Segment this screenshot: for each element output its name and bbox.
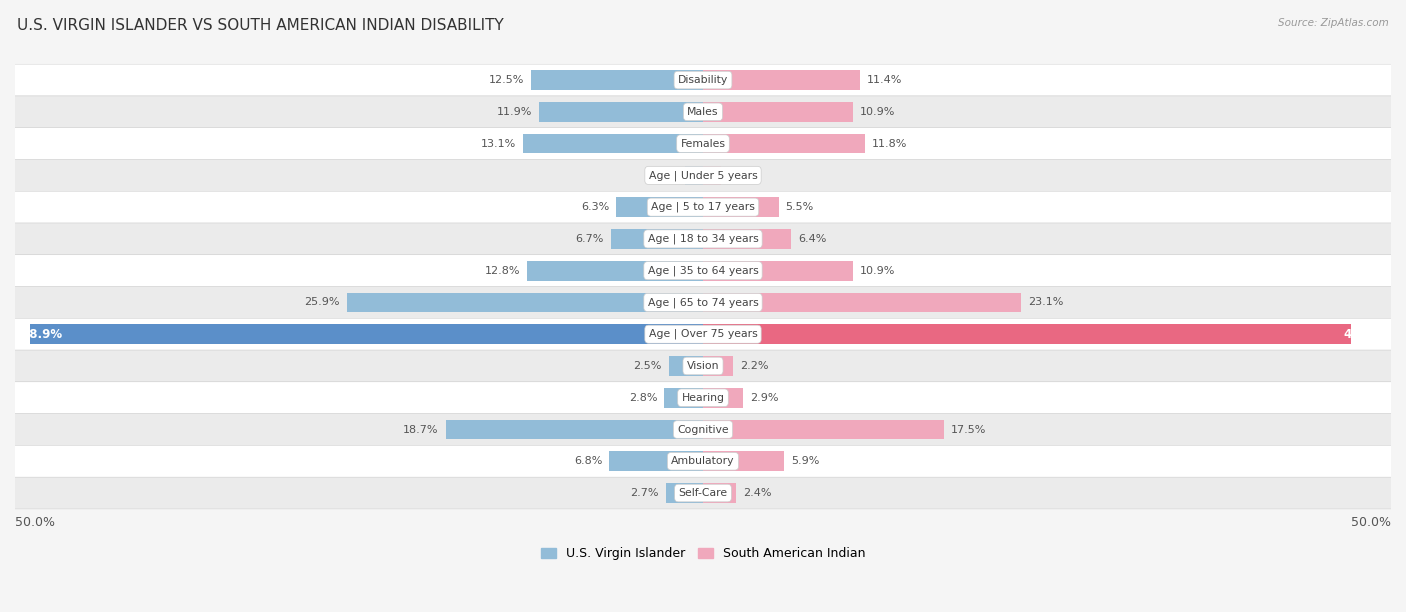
Text: 6.7%: 6.7% xyxy=(575,234,605,244)
Text: Females: Females xyxy=(681,138,725,149)
Text: 18.7%: 18.7% xyxy=(404,425,439,435)
Text: 6.3%: 6.3% xyxy=(581,202,609,212)
Text: 11.9%: 11.9% xyxy=(496,107,533,117)
Bar xyxy=(703,452,785,471)
Bar xyxy=(703,388,742,408)
Legend: U.S. Virgin Islander, South American Indian: U.S. Virgin Islander, South American Ind… xyxy=(536,542,870,565)
Text: U.S. VIRGIN ISLANDER VS SOUTH AMERICAN INDIAN DISABILITY: U.S. VIRGIN ISLANDER VS SOUTH AMERICAN I… xyxy=(17,18,503,34)
FancyBboxPatch shape xyxy=(14,255,1392,286)
Text: 12.5%: 12.5% xyxy=(489,75,524,85)
Text: 12.8%: 12.8% xyxy=(485,266,520,275)
Text: 2.5%: 2.5% xyxy=(633,361,662,371)
Bar xyxy=(703,420,943,439)
FancyBboxPatch shape xyxy=(14,318,1392,350)
Text: Age | 35 to 64 years: Age | 35 to 64 years xyxy=(648,266,758,276)
Text: Disability: Disability xyxy=(678,75,728,85)
Bar xyxy=(30,324,703,344)
Text: 10.9%: 10.9% xyxy=(860,107,896,117)
FancyBboxPatch shape xyxy=(14,477,1392,509)
Bar xyxy=(665,388,703,408)
Text: 47.1%: 47.1% xyxy=(1343,327,1384,341)
Text: 11.8%: 11.8% xyxy=(872,138,908,149)
Text: Source: ZipAtlas.com: Source: ZipAtlas.com xyxy=(1278,18,1389,28)
Text: 1.3%: 1.3% xyxy=(728,170,756,181)
Bar xyxy=(669,356,703,376)
Text: Cognitive: Cognitive xyxy=(678,425,728,435)
Bar xyxy=(347,293,703,312)
Bar xyxy=(703,356,734,376)
Text: Age | 65 to 74 years: Age | 65 to 74 years xyxy=(648,297,758,308)
Text: 2.8%: 2.8% xyxy=(628,393,658,403)
FancyBboxPatch shape xyxy=(14,128,1392,160)
FancyBboxPatch shape xyxy=(14,64,1392,96)
Text: Age | Over 75 years: Age | Over 75 years xyxy=(648,329,758,340)
Bar xyxy=(610,229,703,248)
Bar xyxy=(703,324,1351,344)
FancyBboxPatch shape xyxy=(14,446,1392,477)
Text: 25.9%: 25.9% xyxy=(304,297,340,307)
Text: Ambulatory: Ambulatory xyxy=(671,457,735,466)
Text: 50.0%: 50.0% xyxy=(1351,516,1391,529)
Bar xyxy=(685,165,703,185)
Text: Age | 5 to 17 years: Age | 5 to 17 years xyxy=(651,202,755,212)
Text: 2.9%: 2.9% xyxy=(749,393,779,403)
Text: 2.4%: 2.4% xyxy=(742,488,772,498)
Bar xyxy=(703,261,853,280)
Text: 5.5%: 5.5% xyxy=(786,202,814,212)
Bar xyxy=(703,102,853,122)
Text: 6.8%: 6.8% xyxy=(574,457,603,466)
Text: 50.0%: 50.0% xyxy=(15,516,55,529)
Bar xyxy=(609,452,703,471)
Text: 1.3%: 1.3% xyxy=(650,170,678,181)
Text: Self-Care: Self-Care xyxy=(679,488,727,498)
Text: 2.2%: 2.2% xyxy=(740,361,769,371)
Text: Vision: Vision xyxy=(686,361,720,371)
FancyBboxPatch shape xyxy=(14,192,1392,223)
Text: 13.1%: 13.1% xyxy=(481,138,516,149)
Text: Males: Males xyxy=(688,107,718,117)
Text: 23.1%: 23.1% xyxy=(1028,297,1063,307)
Bar xyxy=(703,483,735,503)
Bar xyxy=(666,483,703,503)
Bar xyxy=(703,165,721,185)
Text: Age | 18 to 34 years: Age | 18 to 34 years xyxy=(648,234,758,244)
Bar xyxy=(703,134,865,154)
Text: 10.9%: 10.9% xyxy=(860,266,896,275)
FancyBboxPatch shape xyxy=(14,286,1392,318)
Text: Hearing: Hearing xyxy=(682,393,724,403)
Text: 6.4%: 6.4% xyxy=(799,234,827,244)
Text: 17.5%: 17.5% xyxy=(950,425,986,435)
Bar xyxy=(703,197,779,217)
Bar xyxy=(527,261,703,280)
Bar xyxy=(703,229,792,248)
Bar xyxy=(703,70,860,90)
Bar xyxy=(703,293,1021,312)
Text: 2.7%: 2.7% xyxy=(630,488,659,498)
Text: 5.9%: 5.9% xyxy=(792,457,820,466)
FancyBboxPatch shape xyxy=(14,350,1392,382)
FancyBboxPatch shape xyxy=(14,382,1392,414)
Bar xyxy=(523,134,703,154)
FancyBboxPatch shape xyxy=(14,414,1392,446)
Bar xyxy=(540,102,703,122)
FancyBboxPatch shape xyxy=(14,223,1392,255)
Text: Age | Under 5 years: Age | Under 5 years xyxy=(648,170,758,181)
FancyBboxPatch shape xyxy=(14,160,1392,192)
Bar xyxy=(616,197,703,217)
Text: 11.4%: 11.4% xyxy=(866,75,903,85)
Text: 48.9%: 48.9% xyxy=(22,327,63,341)
FancyBboxPatch shape xyxy=(14,96,1392,128)
Bar xyxy=(446,420,703,439)
Bar xyxy=(531,70,703,90)
